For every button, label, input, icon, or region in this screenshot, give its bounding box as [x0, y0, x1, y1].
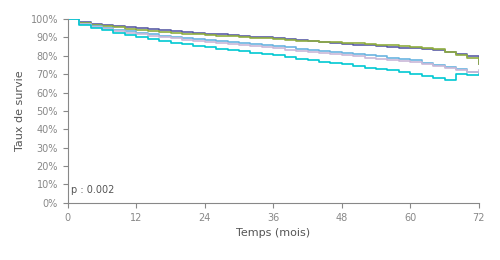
Text: p : 0.002: p : 0.002 [70, 185, 114, 196]
X-axis label: Temps (mois): Temps (mois) [236, 228, 310, 238]
Y-axis label: Taux de survie: Taux de survie [15, 70, 25, 151]
